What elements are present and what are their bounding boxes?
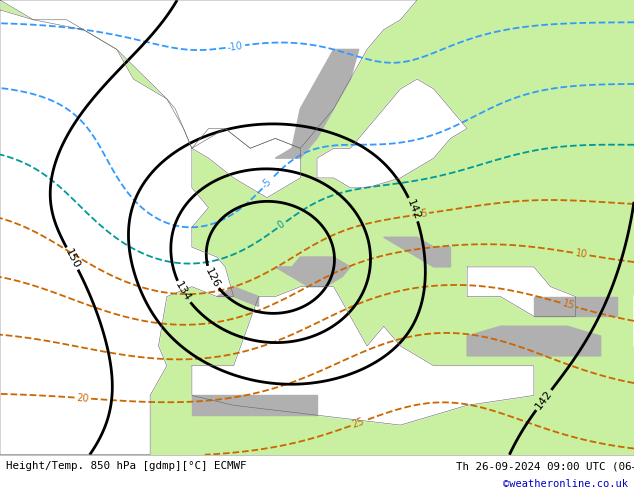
Text: 25: 25 bbox=[351, 416, 366, 430]
Polygon shape bbox=[0, 0, 233, 455]
Polygon shape bbox=[192, 287, 534, 425]
Text: ©weatheronline.co.uk: ©weatheronline.co.uk bbox=[503, 479, 628, 489]
Text: 20: 20 bbox=[76, 392, 89, 404]
Text: 0: 0 bbox=[276, 219, 287, 231]
Polygon shape bbox=[275, 257, 351, 287]
Polygon shape bbox=[467, 267, 576, 317]
Text: Th 26-09-2024 09:00 UTC (06+03): Th 26-09-2024 09:00 UTC (06+03) bbox=[456, 461, 634, 471]
Text: 10: 10 bbox=[574, 248, 588, 260]
Polygon shape bbox=[0, 0, 417, 148]
Polygon shape bbox=[384, 237, 451, 267]
Polygon shape bbox=[534, 296, 618, 317]
Polygon shape bbox=[192, 128, 301, 197]
Text: 150: 150 bbox=[63, 247, 82, 270]
Text: 142: 142 bbox=[533, 389, 554, 412]
Text: 142: 142 bbox=[405, 198, 422, 221]
Text: -10: -10 bbox=[227, 41, 244, 52]
Polygon shape bbox=[275, 49, 359, 158]
Text: 5: 5 bbox=[420, 208, 428, 219]
Text: 134: 134 bbox=[174, 280, 193, 304]
Text: 126: 126 bbox=[203, 266, 221, 289]
Polygon shape bbox=[0, 0, 634, 455]
Text: Height/Temp. 850 hPa [gdmp][°C] ECMWF: Height/Temp. 850 hPa [gdmp][°C] ECMWF bbox=[6, 461, 247, 471]
Polygon shape bbox=[317, 79, 467, 188]
Polygon shape bbox=[217, 287, 259, 306]
Text: -5: -5 bbox=[260, 176, 274, 191]
Polygon shape bbox=[192, 395, 317, 415]
Polygon shape bbox=[467, 326, 600, 356]
Text: 15: 15 bbox=[561, 298, 576, 311]
